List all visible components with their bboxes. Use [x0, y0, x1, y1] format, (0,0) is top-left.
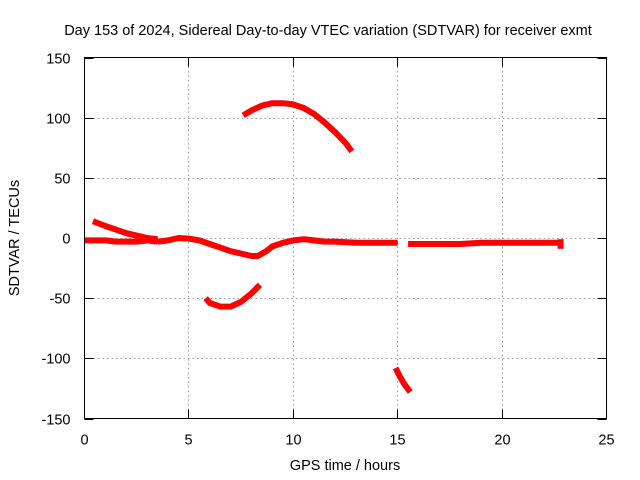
x-tick-label: 10 [285, 433, 301, 449]
y-tick-label: -100 [41, 352, 70, 368]
y-tick-label: 50 [54, 172, 70, 188]
series-arc-g [203, 282, 263, 310]
chart-title: Day 153 of 2024, Sidereal Day-to-day VTE… [64, 23, 592, 39]
tick-labels: -150 -100 -50 0 50 100 150 0 5 10 15 20 25 [41, 52, 614, 449]
y-tick-label: 150 [46, 52, 70, 68]
x-axis-label: GPS time / hours [290, 458, 400, 474]
x-tick-label: 20 [494, 433, 510, 449]
plot-frame [84, 57, 607, 419]
y-tick-label: -50 [50, 292, 71, 308]
x-tick-label: 0 [80, 433, 88, 449]
y-tick-label: 0 [62, 232, 70, 248]
x-tick-label: 15 [389, 433, 405, 449]
series-arc-f [241, 100, 355, 154]
y-tick-label: 100 [46, 112, 70, 128]
series-arc-b [91, 218, 158, 243]
series-arc-d [408, 239, 559, 247]
x-tick-label: 5 [184, 433, 192, 449]
y-axis-label: SDTVAR / TECUs [7, 180, 23, 296]
x-tick-label: 25 [598, 433, 614, 449]
series-arc-h [392, 366, 413, 394]
y-tick-label: -150 [41, 413, 70, 429]
series-arc-c [157, 235, 398, 259]
data-series [84, 100, 564, 394]
